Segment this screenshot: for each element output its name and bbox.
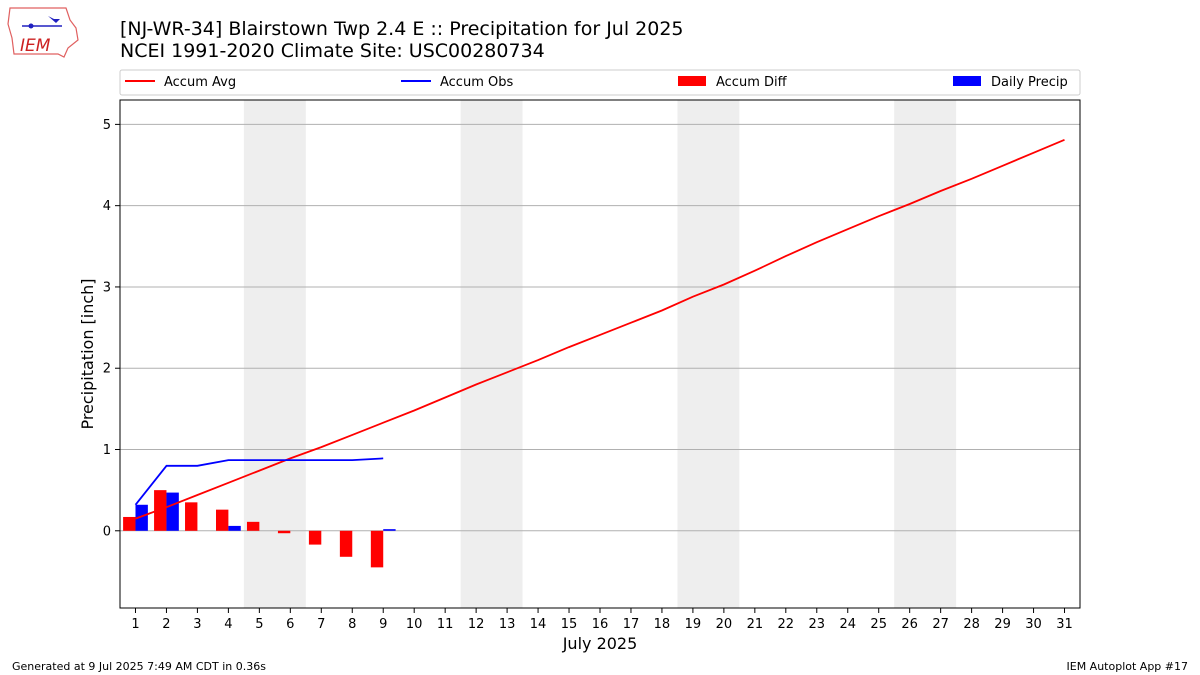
bar-accum-diff-4 — [216, 509, 229, 531]
bar-daily-precip-9 — [383, 529, 396, 531]
x-tick-label-11: 11 — [437, 617, 454, 632]
legend-swatch-daily-precip — [953, 76, 981, 86]
iowa-outline-icon — [7, 7, 79, 58]
x-tick-label-27: 27 — [932, 617, 949, 632]
footer-app: IEM Autoplot App #17 — [1067, 660, 1189, 673]
chart-subtitle: NCEI 1991-2020 Climate Site: USC00280734 — [120, 40, 545, 62]
bar-accum-diff-1 — [123, 516, 136, 531]
x-tick-label-26: 26 — [901, 617, 918, 632]
x-tick-label-23: 23 — [809, 617, 826, 632]
x-tick-label-6: 6 — [286, 617, 294, 632]
footer-generated: Generated at 9 Jul 2025 7:49 AM CDT in 0… — [12, 660, 266, 673]
x-tick-label-20: 20 — [716, 617, 733, 632]
legend: Accum Avg Accum Obs Accum Diff Daily Pre… — [119, 69, 1081, 96]
x-tick-label-29: 29 — [994, 617, 1011, 632]
lines — [134, 138, 1065, 520]
bar-accum-diff-2 — [154, 490, 167, 531]
line-accum-avg — [135, 138, 1065, 520]
x-tick-label-1: 1 — [131, 617, 139, 632]
sensor-icon — [28, 23, 34, 29]
weekend-band-4 — [894, 100, 957, 608]
x-tick-label-31: 31 — [1056, 617, 1073, 632]
bar-accum-diff-8 — [339, 530, 353, 557]
x-tick-label-18: 18 — [654, 617, 671, 632]
y-tick-label-0: 0 — [103, 524, 111, 539]
x-axis-label: July 2025 — [562, 634, 638, 653]
x-tick-label-16: 16 — [592, 617, 609, 632]
y-axis-label: Precipitation [inch] — [78, 278, 97, 429]
chart-title: [NJ-WR-34] Blairstown Twp 2.4 E :: Preci… — [120, 18, 684, 40]
y-tick-label-4: 4 — [103, 199, 111, 214]
y-tick-label-5: 5 — [103, 118, 111, 133]
legend-frame — [119, 69, 1081, 96]
x-tick-label-28: 28 — [963, 617, 980, 632]
legend-label-accum-obs: Accum Obs — [440, 75, 513, 90]
bar-accum-diff-3 — [185, 502, 198, 531]
line-accum-obs — [134, 457, 384, 506]
x-tick-label-15: 15 — [561, 617, 578, 632]
bar-daily-precip-4 — [228, 525, 241, 531]
x-tick-label-4: 4 — [224, 617, 232, 632]
iem-logo: IEM — [7, 7, 79, 58]
weekend-shading — [243, 100, 957, 608]
bar-accum-diff-9 — [370, 530, 384, 568]
x-tick-label-12: 12 — [468, 617, 485, 632]
legend-swatch-accum-diff — [678, 76, 706, 86]
bar-accum-diff-5 — [246, 521, 260, 531]
bar-daily-precip-1 — [135, 504, 148, 531]
logo-text: IEM — [20, 36, 51, 56]
y-tick-label-2: 2 — [103, 362, 111, 377]
x-tick-label-8: 8 — [348, 617, 356, 632]
legend-label-daily-precip: Daily Precip — [991, 75, 1068, 90]
x-tick-label-25: 25 — [870, 617, 887, 632]
x-tick-label-24: 24 — [839, 617, 856, 632]
x-tick-label-21: 21 — [747, 617, 764, 632]
y-tick-label-3: 3 — [103, 280, 111, 295]
x-tick-label-19: 19 — [685, 617, 702, 632]
y-tick-label-1: 1 — [103, 443, 111, 458]
x-tick-label-17: 17 — [623, 617, 640, 632]
x-tick-label-14: 14 — [530, 617, 547, 632]
x-tick-label-22: 22 — [778, 617, 795, 632]
bar-accum-diff-6 — [277, 530, 291, 534]
legend-label-accum-diff: Accum Diff — [716, 75, 788, 90]
x-tick-label-10: 10 — [406, 617, 423, 632]
x-tick-label-30: 30 — [1025, 617, 1042, 632]
weekend-band-2 — [460, 100, 523, 608]
bars — [123, 490, 396, 568]
legend-label-accum-avg: Accum Avg — [164, 75, 236, 90]
weekend-band-3 — [677, 100, 740, 608]
bar-daily-precip-2 — [166, 492, 179, 531]
cloud-icon — [48, 16, 60, 23]
x-tick-label-13: 13 — [499, 617, 516, 632]
weekend-band-1 — [243, 100, 306, 608]
x-tick-label-3: 3 — [193, 617, 201, 632]
bar-accum-diff-7 — [308, 530, 322, 545]
x-tick-label-2: 2 — [162, 617, 170, 632]
x-tick-label-9: 9 — [379, 617, 387, 632]
x-tick-label-7: 7 — [317, 617, 325, 632]
x-tick-label-5: 5 — [255, 617, 263, 632]
